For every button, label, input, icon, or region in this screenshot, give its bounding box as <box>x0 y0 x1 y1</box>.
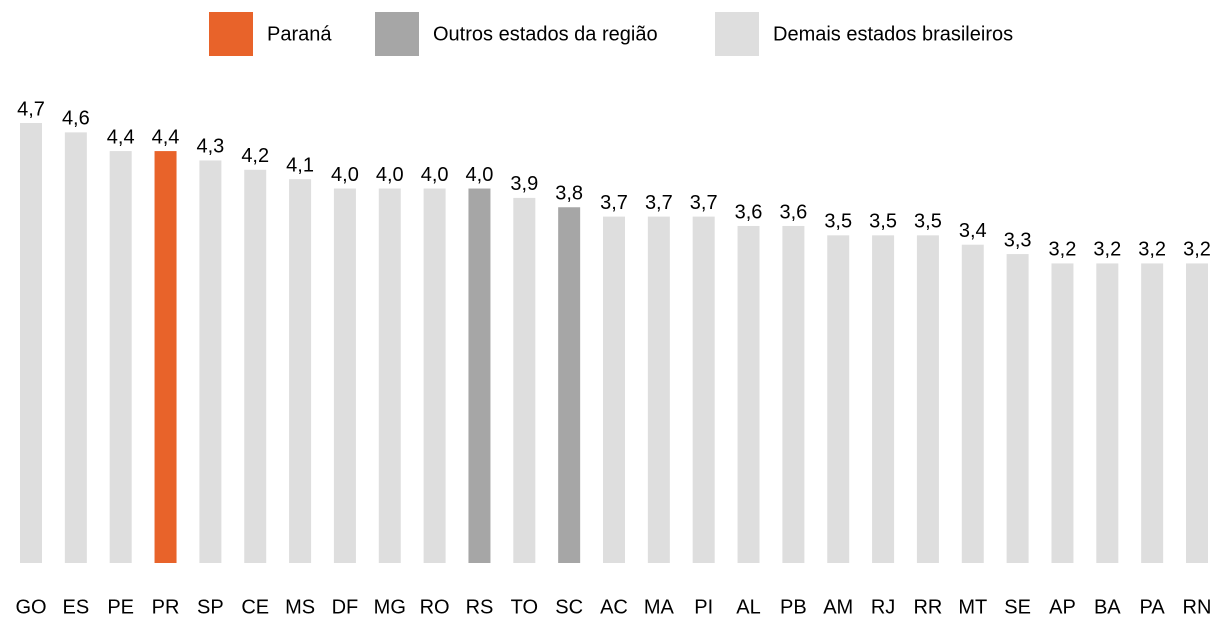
x-tick-label: RR <box>913 596 942 618</box>
bar <box>468 188 491 563</box>
bar <box>1186 263 1208 563</box>
x-tick-label: PB <box>780 596 807 618</box>
x-tick-label: MA <box>644 596 675 618</box>
value-label: 3,9 <box>510 173 538 195</box>
x-tick-label: AP <box>1049 596 1076 618</box>
bar <box>199 160 222 563</box>
bar <box>289 179 312 563</box>
value-label: 3,5 <box>914 211 942 233</box>
value-label: 3,7 <box>600 192 628 214</box>
value-label: 4,0 <box>376 164 404 186</box>
x-tick-label: SP <box>197 596 224 618</box>
x-tick-label: AM <box>823 596 853 618</box>
bar <box>333 188 356 563</box>
bar <box>1096 263 1119 563</box>
value-label: 3,2 <box>1183 239 1211 261</box>
bar <box>109 151 132 563</box>
bar <box>20 123 42 563</box>
bar <box>1006 254 1029 563</box>
x-tick-label: PI <box>694 596 713 618</box>
value-label: 3,8 <box>555 183 583 205</box>
bar <box>558 207 581 564</box>
x-tick-label: MS <box>285 596 315 618</box>
x-tick-label: AL <box>736 596 760 618</box>
bar <box>692 216 715 564</box>
legend-swatch <box>715 12 759 56</box>
bar <box>64 132 87 564</box>
legend-label: Demais estados brasileiros <box>773 23 1013 45</box>
bar <box>647 216 670 564</box>
x-tick-label: MG <box>374 596 406 618</box>
x-tick-label: GO <box>15 596 46 618</box>
legend-label: Outros estados da região <box>433 23 658 45</box>
x-tick-label: SE <box>1004 596 1031 618</box>
legend-swatch <box>375 12 419 56</box>
bar <box>916 235 939 563</box>
bar <box>782 225 805 563</box>
value-label: 3,7 <box>645 192 673 214</box>
x-tick-label: RJ <box>871 596 895 618</box>
value-label: 4,1 <box>286 154 314 176</box>
x-tick-label: MT <box>958 596 987 618</box>
bar <box>154 151 177 563</box>
value-label: 4,7 <box>17 98 45 120</box>
x-tick-label: AC <box>600 596 628 618</box>
bar <box>603 216 625 564</box>
value-label: 3,2 <box>1138 239 1166 261</box>
value-label: 4,6 <box>62 108 90 130</box>
bar <box>872 235 895 563</box>
value-label: 3,6 <box>779 201 807 223</box>
x-tick-label: TO <box>511 596 538 618</box>
bar <box>1141 263 1164 563</box>
x-tick-label: RS <box>466 596 494 618</box>
bar <box>378 188 401 563</box>
value-label: 4,3 <box>196 136 224 158</box>
x-tick-label: ES <box>63 596 90 618</box>
bar <box>513 197 536 563</box>
value-label: 3,4 <box>959 220 987 242</box>
x-tick-label: BA <box>1094 596 1121 618</box>
value-label: 4,0 <box>466 164 494 186</box>
value-label: 3,3 <box>1004 229 1032 251</box>
x-tick-label: RO <box>420 596 450 618</box>
value-label: 3,7 <box>690 192 718 214</box>
value-label: 4,4 <box>107 126 135 148</box>
value-label: 4,0 <box>421 164 449 186</box>
bar <box>423 188 446 563</box>
value-label: 3,2 <box>1093 239 1121 261</box>
value-label: 4,2 <box>241 145 269 167</box>
legend-swatch <box>209 12 253 56</box>
x-tick-label: PE <box>107 596 134 618</box>
x-tick-label: PA <box>1140 596 1166 618</box>
value-label: 3,5 <box>869 211 897 233</box>
x-tick-label: DF <box>332 596 359 618</box>
x-tick-label: CE <box>241 596 269 618</box>
x-tick-label: PR <box>152 596 180 618</box>
legend-label: Paraná <box>267 23 332 45</box>
bar <box>961 244 984 563</box>
bar <box>244 169 267 563</box>
x-tick-label: RN <box>1183 596 1212 618</box>
value-label: 4,0 <box>331 164 359 186</box>
value-label: 3,5 <box>824 211 852 233</box>
x-tick-label: SC <box>555 596 583 618</box>
value-label: 3,6 <box>735 201 763 223</box>
value-label: 4,4 <box>152 126 180 148</box>
bar <box>827 235 850 563</box>
value-label: 3,2 <box>1049 239 1077 261</box>
bar <box>737 225 760 563</box>
bar <box>1051 263 1074 563</box>
